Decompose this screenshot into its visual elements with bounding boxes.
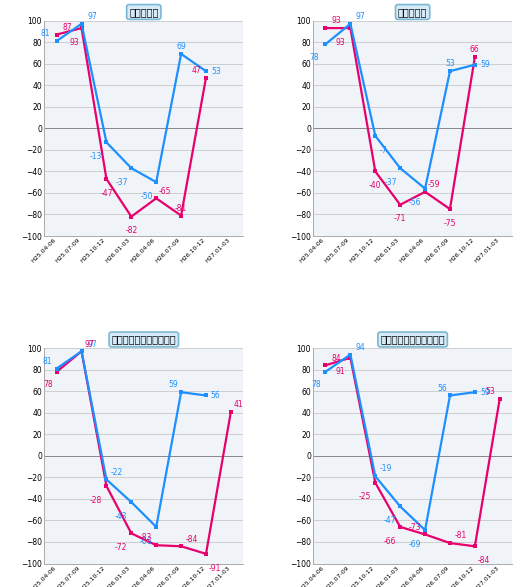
Text: 41: 41 [233, 400, 243, 409]
Text: -81: -81 [175, 204, 187, 212]
Text: 97: 97 [87, 12, 97, 21]
Text: -37: -37 [385, 178, 397, 187]
Text: 91: 91 [335, 367, 345, 376]
Text: -75: -75 [444, 219, 456, 228]
Text: -59: -59 [428, 180, 440, 189]
Text: -66: -66 [139, 537, 152, 545]
Text: 87: 87 [62, 23, 72, 32]
Text: -72: -72 [115, 543, 127, 552]
Text: -40: -40 [369, 181, 382, 190]
Text: 97: 97 [356, 12, 366, 21]
Text: 94: 94 [356, 343, 366, 352]
Title: 総受注戸数: 総受注戸数 [129, 7, 159, 17]
Text: -84: -84 [478, 556, 490, 565]
Text: -56: -56 [408, 198, 421, 207]
Text: -73: -73 [408, 522, 421, 532]
Text: 56: 56 [437, 384, 447, 393]
Text: 56: 56 [210, 391, 220, 400]
Text: 59: 59 [480, 388, 490, 397]
Text: 93: 93 [331, 16, 341, 25]
Text: -83: -83 [140, 534, 152, 542]
Text: -13: -13 [90, 152, 102, 161]
Text: -43: -43 [115, 512, 127, 521]
Text: 78: 78 [309, 53, 319, 62]
Text: -91: -91 [209, 564, 221, 572]
Text: 93: 93 [335, 38, 345, 47]
Text: -47: -47 [384, 516, 396, 525]
Text: 66: 66 [470, 45, 480, 55]
Text: 47: 47 [192, 66, 202, 75]
Text: -81: -81 [454, 531, 466, 540]
Text: 59: 59 [480, 60, 490, 69]
Title: 戸建て注文住宅受注金額: 戸建て注文住宅受注金額 [380, 335, 445, 345]
Text: 53: 53 [486, 387, 496, 396]
Text: -7: -7 [380, 146, 387, 154]
Text: -69: -69 [408, 540, 421, 549]
Text: 97: 97 [87, 339, 97, 349]
Text: -65: -65 [159, 187, 172, 195]
Title: 戸建て注文住宅受注戸数: 戸建て注文住宅受注戸数 [111, 335, 176, 345]
Text: -71: -71 [394, 214, 406, 224]
Text: 93: 93 [69, 38, 79, 47]
Title: 総受注金額: 総受注金額 [398, 7, 427, 17]
Text: -37: -37 [116, 178, 128, 187]
Text: 59: 59 [168, 380, 178, 389]
Text: 53: 53 [212, 67, 222, 76]
Text: 53: 53 [445, 59, 455, 69]
Text: 81: 81 [43, 357, 53, 366]
Text: 78: 78 [311, 380, 321, 389]
Text: 97: 97 [84, 339, 94, 349]
Text: -19: -19 [380, 464, 392, 474]
Text: -84: -84 [185, 535, 198, 544]
Text: -82: -82 [125, 227, 137, 235]
Text: 78: 78 [43, 380, 53, 389]
Text: -66: -66 [384, 537, 396, 545]
Text: -28: -28 [90, 495, 102, 505]
Text: -50: -50 [141, 192, 153, 201]
Text: 69: 69 [176, 42, 186, 51]
Text: -25: -25 [359, 492, 371, 501]
Text: 84: 84 [331, 353, 341, 363]
Text: 81: 81 [41, 29, 50, 38]
Text: -22: -22 [111, 468, 123, 477]
Text: -47: -47 [100, 188, 113, 198]
